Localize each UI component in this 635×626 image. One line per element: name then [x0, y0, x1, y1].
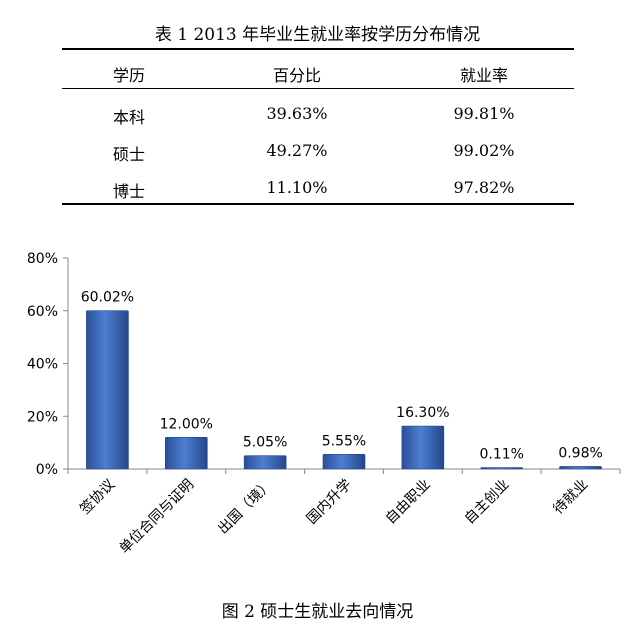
- row-doctor-rate: 97.82%: [453, 178, 515, 197]
- x-tick-label: 自主创业: [462, 477, 513, 528]
- row-doctor-percent: 11.10%: [266, 178, 328, 197]
- table-rule-top: [62, 48, 574, 50]
- y-tick-label: 60%: [27, 304, 58, 320]
- x-tick-label: 国内升学: [304, 477, 355, 528]
- bar: [164, 437, 208, 470]
- y-tick-label: 40%: [27, 357, 58, 373]
- x-tick-label: 自由职业: [383, 477, 434, 528]
- x-tick-label: 签协议: [77, 476, 119, 518]
- header-degree: 学历: [113, 66, 146, 85]
- table-rule-mid: [62, 88, 574, 89]
- bar: [322, 454, 366, 470]
- data-label: 0.98%: [558, 445, 602, 461]
- header-employment-rate: 就业率: [459, 66, 508, 85]
- bar-chart: 0% 20% 40% 60% 80% 60.02% 签协议 12.00% 单位合同与证明 5.05…: [27, 251, 621, 558]
- data-label: 5.55%: [322, 433, 366, 449]
- bar: [243, 455, 287, 470]
- row-master-rate: 99.02%: [453, 141, 515, 160]
- row-master-percent: 49.27%: [266, 141, 328, 160]
- data-label: 12.00%: [160, 416, 213, 432]
- figure-caption: 图 2 硕士生就业去向情况: [221, 602, 414, 622]
- row-doctor-degree: 博士: [113, 182, 146, 201]
- row-master-degree: 硕士: [113, 145, 146, 164]
- bar: [480, 467, 524, 470]
- y-tick-label: 20%: [27, 409, 58, 425]
- bar: [86, 310, 129, 470]
- row-bachelor-rate: 99.81%: [453, 104, 515, 123]
- bar: [559, 466, 602, 470]
- y-tick-label: 80%: [27, 251, 58, 267]
- table-title: 表 1 2013 年毕业生就业率按学历分布情况: [154, 25, 481, 45]
- row-bachelor-degree: 本科: [113, 108, 146, 127]
- x-tick-label: 单位合同与证明: [117, 477, 198, 558]
- data-label: 60.02%: [81, 290, 134, 306]
- row-bachelor-percent: 39.63%: [266, 104, 328, 123]
- data-label: 0.11%: [479, 447, 523, 463]
- x-tick-label: 待就业: [550, 477, 591, 518]
- header-percent: 百分比: [272, 66, 321, 85]
- data-label: 16.30%: [396, 405, 449, 421]
- y-tick-label: 0%: [36, 462, 58, 478]
- data-label: 5.05%: [243, 435, 287, 451]
- bar: [401, 425, 445, 470]
- table-rule-bottom: [62, 203, 574, 205]
- x-tick-label: 出国（境）: [215, 477, 276, 538]
